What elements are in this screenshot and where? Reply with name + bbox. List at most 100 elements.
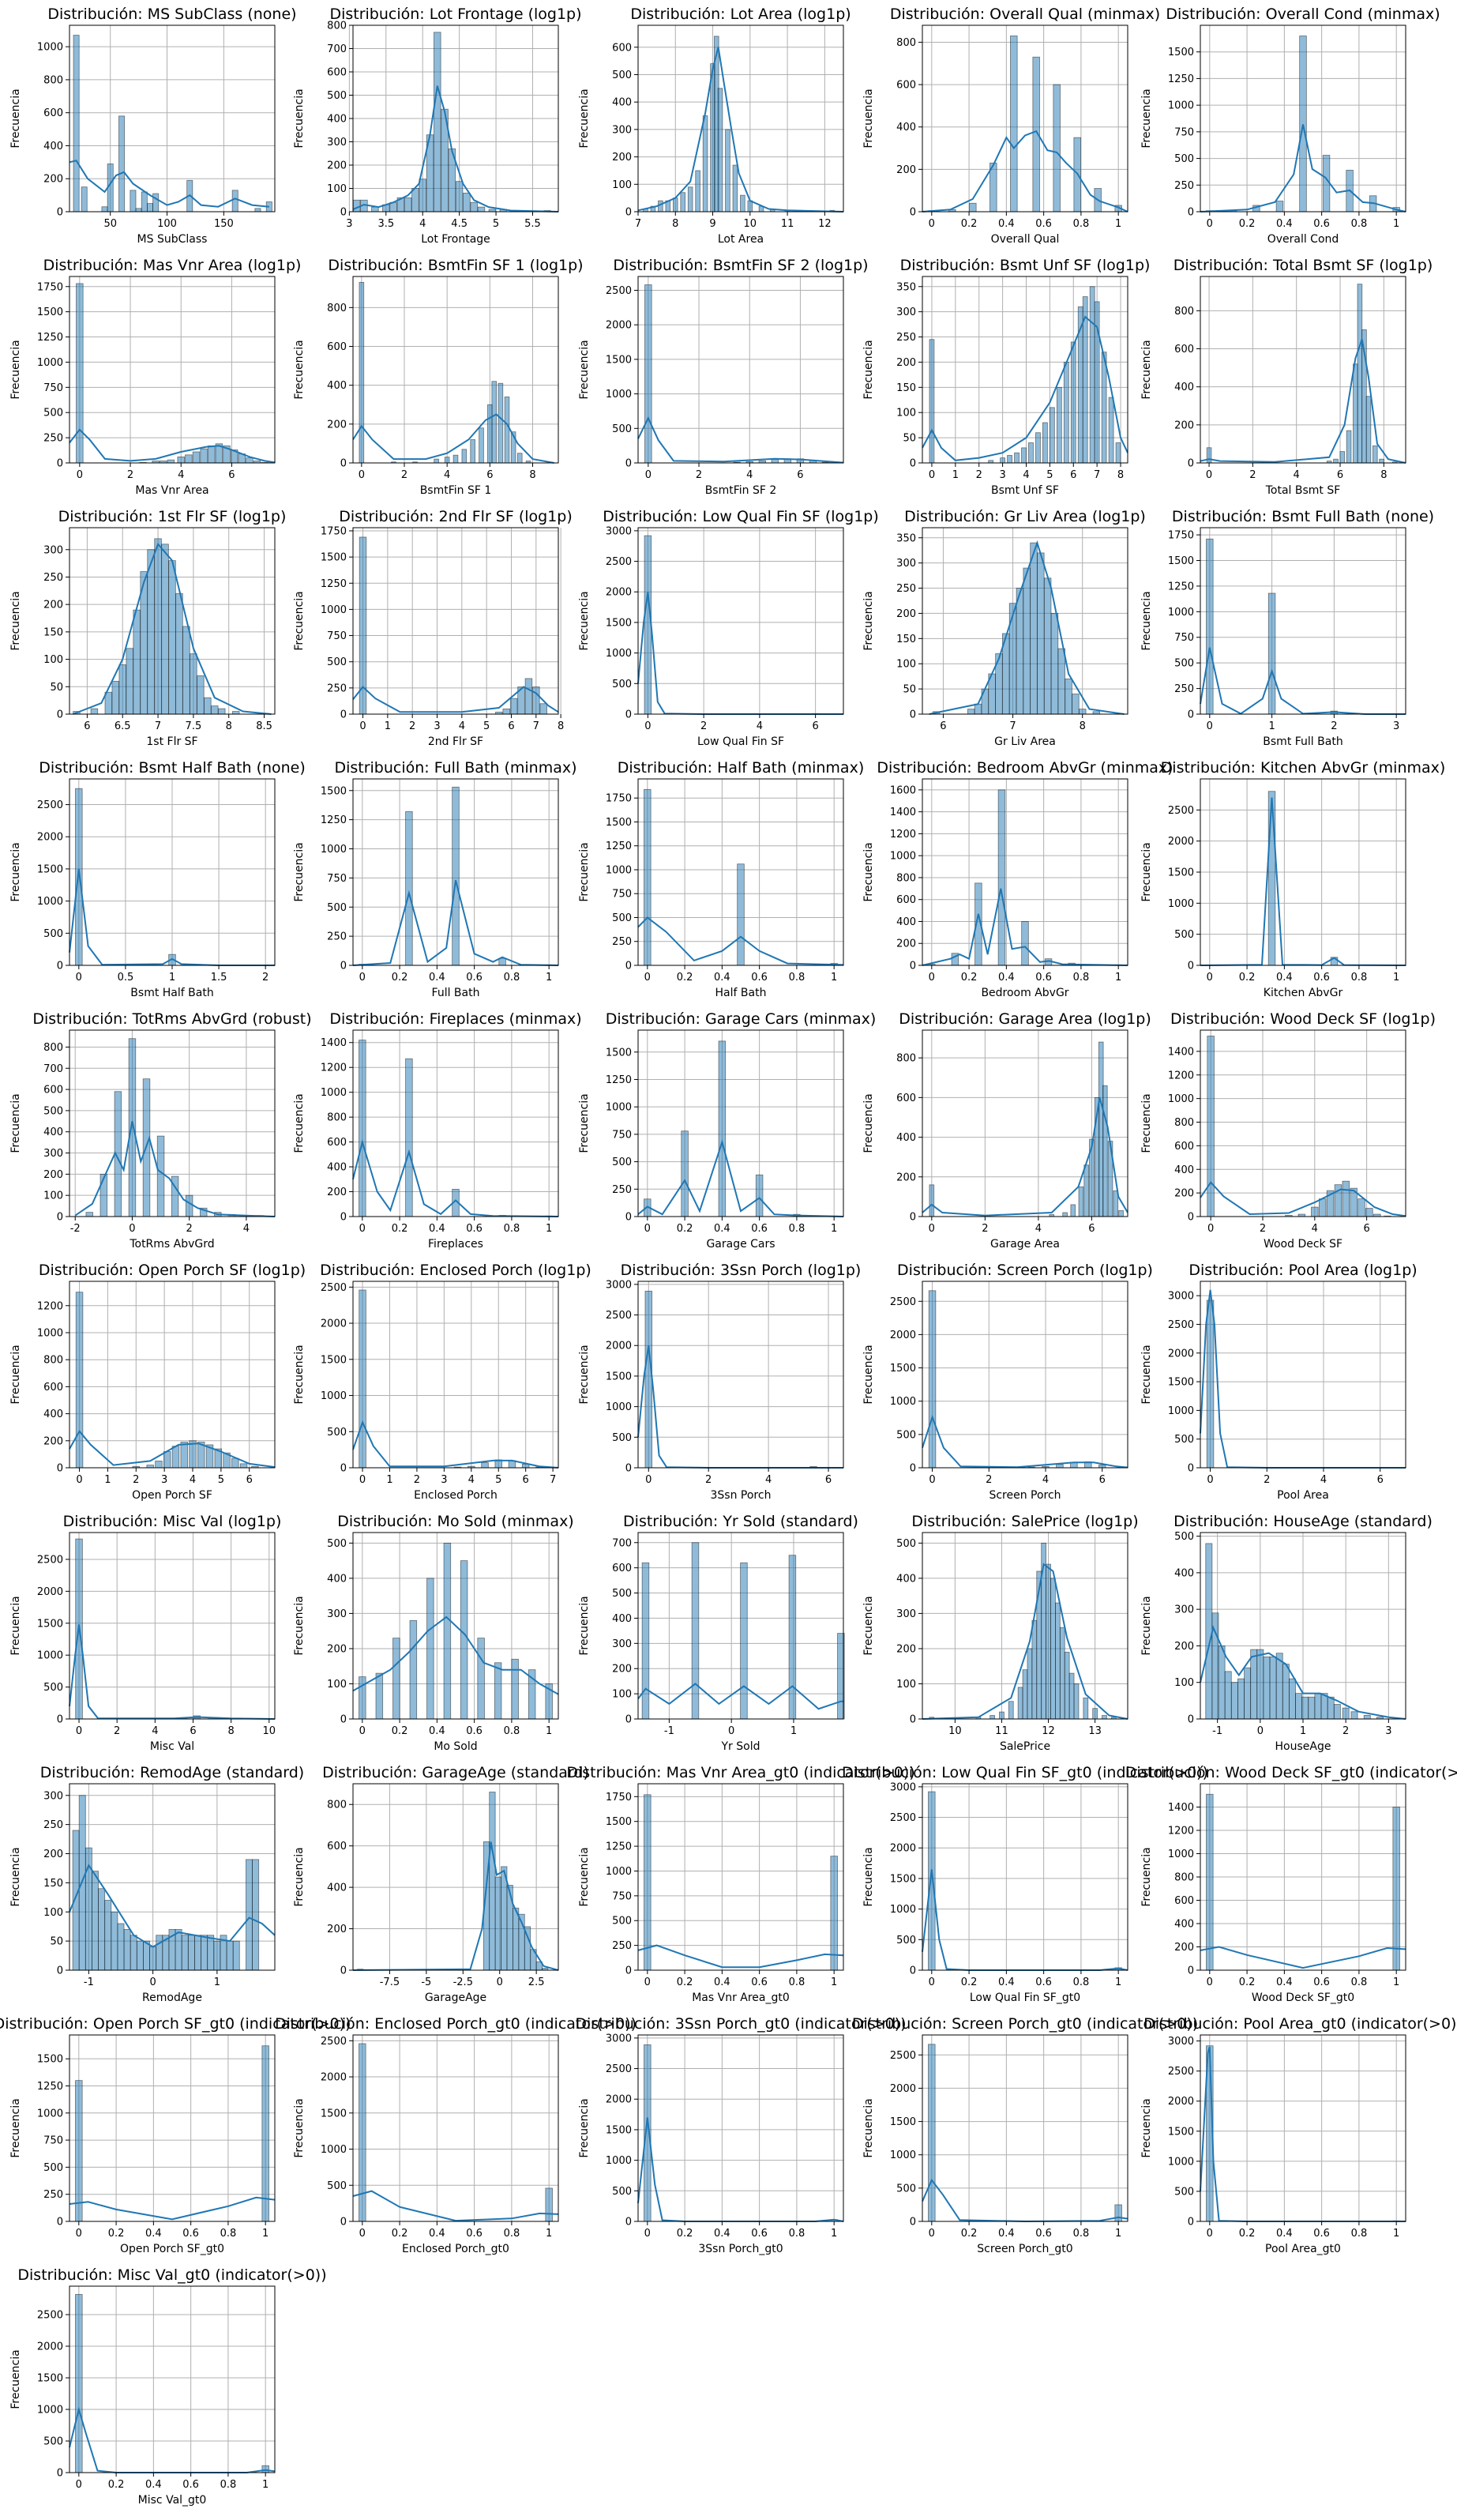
x-tick-label: 0.4 [429,972,445,984]
y-tick-label: 1250 [321,578,347,590]
x-tick-label: 3 [434,720,440,732]
y-tick-label: 400 [896,122,916,134]
y-tick-label: 3000 [1168,1291,1194,1303]
histogram-bar [1021,921,1029,966]
y-tick-label: 200 [327,1643,347,1655]
y-tick-label: 1500 [321,785,347,797]
histogram-bar [85,1212,94,1217]
y-tick-label: 500 [896,2183,916,2195]
y-tick-label: 600 [1174,344,1194,355]
y-axis-label: Frecuencia [578,842,591,901]
histogram-bar [405,1058,413,1217]
histogram-bar [644,284,652,464]
x-axis-label: 3Ssn Porch_gt0 [698,2243,783,2255]
x-tick-label: 0 [728,1725,734,1737]
axes-frame [637,527,844,715]
chart-title: Distribución: Open Porch SF_gt0 (indicat… [0,2015,351,2033]
y-tick-label: 2500 [37,2310,63,2322]
y-axis-label: Frecuencia [293,2098,306,2157]
y-tick-label: 0 [910,1463,916,1475]
histogram-subplot: 0 2 4 6 0 250 500 750 1000 1250 1500 1750 Distribuci… [9,257,301,497]
histogram-bar [1008,1701,1014,1720]
x-axis-label: 1st Flr SF [146,735,197,748]
kde-line [637,1683,843,1710]
y-tick-label: 1000 [606,648,632,660]
x-tick-label: 1 [1393,1977,1399,1988]
y-tick-label: 100 [327,183,347,195]
x-tick-label: 1 [546,1725,552,1737]
y-tick-label: 700 [612,1537,632,1549]
y-axis-label: Frecuencia [9,1093,22,1153]
axes-frame [637,276,844,464]
histogram-bar [687,186,693,213]
histogram-bar [532,686,540,715]
histogram-bar [75,2293,83,2473]
histogram-bar [470,201,478,213]
y-tick-label: 1000 [37,2405,63,2417]
x-tick-label: 0.2 [677,972,693,984]
kde-line [74,1121,276,1217]
y-tick-label: 1000 [606,1102,632,1114]
x-tick-label: 0.4 [714,1977,730,1988]
histogram-bar [149,1946,157,1971]
x-tick-label: 0.4 [145,2228,162,2240]
y-tick-label: 250 [612,1184,632,1196]
x-tick-label: 6 [84,720,90,732]
histogram-bar [181,1935,189,1971]
y-tick-label: 1500 [606,817,632,829]
x-axis-label: Mas Vnr Area [135,484,208,497]
y-tick-label: 200 [43,174,63,186]
x-tick-label: 0.6 [1313,218,1330,230]
chart-title: Distribución: Kitchen AbvGr (minmax) [1161,759,1446,777]
x-tick-label: 4 [468,1474,475,1486]
histogram-bar [513,1907,520,1971]
y-tick-label: 1000 [890,2150,916,2161]
x-tick-label: 1 [1115,2228,1121,2240]
kde-line [352,2190,559,2222]
y-tick-label: 0 [625,1714,632,1726]
y-tick-label: 1000 [606,1401,632,1413]
histogram-subplot: 6 6.5 7 7.5 8 8.5 0 50 100 150 200 250 300 Distribuci… [9,508,286,748]
x-tick-label: 0 [1257,1725,1264,1737]
histogram-bar [1342,1180,1350,1217]
x-tick-label: 6 [246,1474,253,1486]
y-tick-label: 0 [1188,961,1194,972]
histogram-bar [1115,442,1121,464]
histogram-bar [830,1856,838,1971]
y-tick-label: 500 [327,902,347,914]
y-tick-label: 400 [612,97,632,109]
y-tick-label: 1400 [1168,1802,1194,1814]
histogram-bar [717,88,723,213]
x-tick-label: 3 [161,1474,167,1486]
histogram-subplot: 0 1 2 3 0 250 500 750 1000 1250 1500 1750 Distribuci… [1140,508,1434,748]
chart-title: Distribución: BsmtFin SF 2 (log1p) [613,257,868,274]
histogram-bar [130,190,137,213]
x-axis-label: Garage Cars [706,1238,775,1251]
axes-frame [922,1532,1128,1720]
x-tick-label: 1 [546,2228,552,2240]
y-tick-label: 2000 [321,2072,347,2084]
y-tick-label: 2500 [606,1310,632,1322]
y-axis-label: Frecuencia [293,1847,306,1906]
histogram-bar [502,708,510,715]
x-tick-label: 4 [444,469,450,481]
y-tick-label: 150 [896,382,916,394]
histogram-subplot: 0 0.2 0.4 0.6 0.8 1 0 250 500 750 1000 1250 1500 Dist… [1140,6,1440,246]
x-tick-label: 6 [486,469,493,481]
x-axis-label: Yr Sold [721,1740,760,1753]
x-tick-label: 6 [1099,1474,1106,1486]
x-tick-label: 6 [1337,469,1343,481]
axes-frame [922,1029,1128,1217]
chart-title: Distribución: TotRms AbvGrd (robust) [32,1010,311,1028]
x-tick-label: 8 [227,1725,234,1737]
chart-title: Distribución: MS SubClass (none) [47,6,296,23]
y-tick-label: 400 [1174,382,1194,393]
y-tick-label: 200 [896,1172,916,1183]
histogram-bar [929,339,935,464]
x-tick-label: 2 [976,469,982,481]
x-tick-label: 8 [1380,469,1387,481]
histogram-bar [1017,1687,1023,1720]
x-tick-label: 0 [359,469,365,481]
y-tick-label: 1000 [1168,100,1194,112]
